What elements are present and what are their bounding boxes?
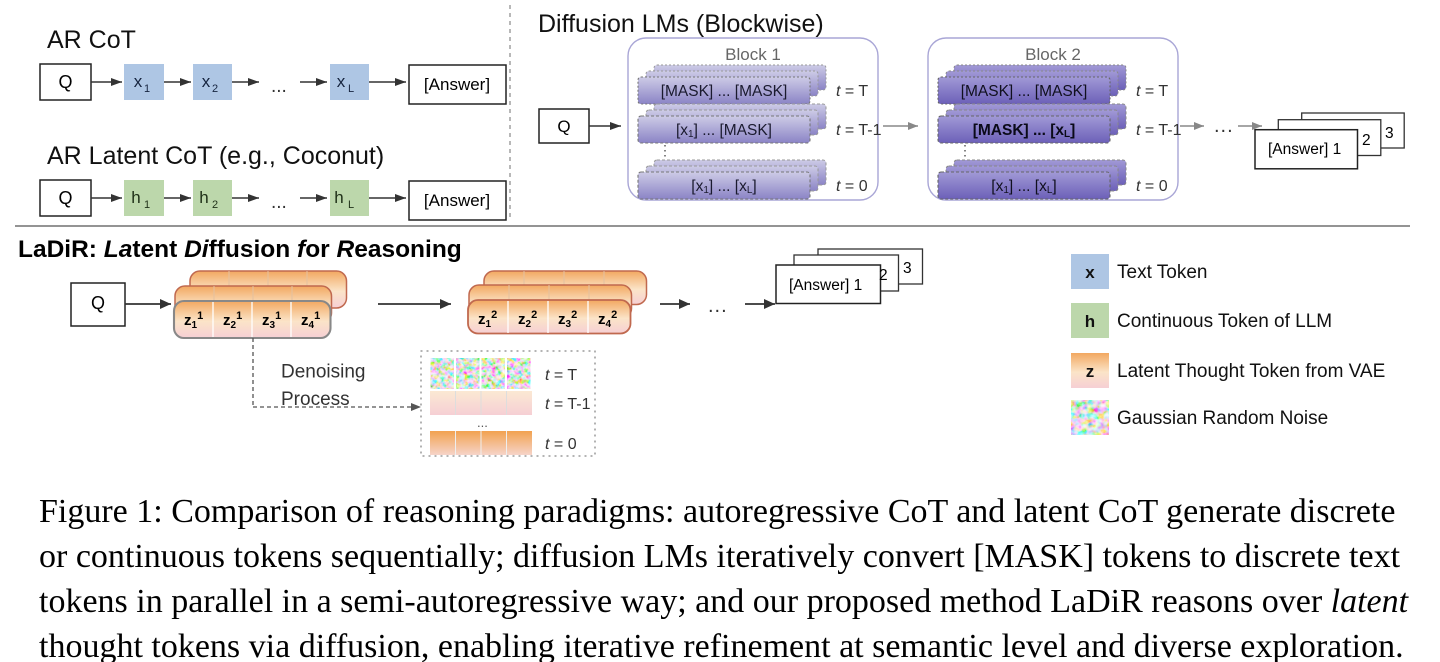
svg-text:Block 2: Block 2 xyxy=(1025,45,1081,64)
svg-text:L: L xyxy=(348,199,354,211)
svg-text:3: 3 xyxy=(1385,125,1394,142)
svg-text:2: 2 xyxy=(879,267,888,284)
svg-text:2: 2 xyxy=(212,83,218,95)
svg-text:x: x xyxy=(134,72,143,91)
svg-text:Gaussian Random Noise: Gaussian Random Noise xyxy=(1117,408,1328,429)
svg-text:AR CoT: AR CoT xyxy=(47,26,136,54)
svg-text:t = T: t = T xyxy=(1136,83,1168,100)
svg-text:...: ... xyxy=(271,76,287,97)
svg-text:3: 3 xyxy=(903,260,912,277)
svg-text:[Answer]: [Answer] xyxy=(424,191,490,210)
svg-text:t = T-1: t = T-1 xyxy=(1136,122,1182,139)
svg-text:Process: Process xyxy=(281,389,350,410)
svg-text:[Answer]: [Answer] xyxy=(424,75,490,94)
svg-text:x: x xyxy=(202,72,211,91)
svg-text:Text Token: Text Token xyxy=(1117,262,1207,283)
svg-text:t = T: t = T xyxy=(545,367,577,384)
svg-text:Q: Q xyxy=(58,72,72,92)
svg-text:t = T-1: t = T-1 xyxy=(545,396,591,413)
svg-text:Q: Q xyxy=(58,188,72,208)
svg-text:2: 2 xyxy=(212,199,218,211)
svg-text:Continuous Token of LLM: Continuous Token of LLM xyxy=(1117,311,1332,332)
svg-text:Q: Q xyxy=(557,117,570,136)
svg-text:LaDiR: Latent Diffusion for Re: LaDiR: Latent Diffusion for Reasoning xyxy=(18,238,462,263)
svg-text:Block 1: Block 1 xyxy=(725,45,781,64)
svg-text:h: h xyxy=(199,188,208,207)
svg-text:2: 2 xyxy=(1362,132,1371,149)
svg-text:[MASK] ... [MASK]: [MASK] ... [MASK] xyxy=(661,83,788,100)
svg-text:h: h xyxy=(131,188,140,207)
svg-text:⋮: ⋮ xyxy=(658,142,672,158)
svg-text:1: 1 xyxy=(144,83,150,95)
svg-text:⋮: ⋮ xyxy=(958,142,972,158)
svg-text:t = 0: t = 0 xyxy=(545,436,577,453)
svg-text:t = T: t = T xyxy=(836,83,868,100)
svg-text:Diffusion LMs (Blockwise): Diffusion LMs (Blockwise) xyxy=(538,10,824,38)
svg-text:t = T-1: t = T-1 xyxy=(836,122,882,139)
svg-text:h: h xyxy=(334,188,343,207)
svg-text:...: ... xyxy=(477,415,488,430)
svg-text:AR Latent CoT (e.g., Coconut): AR Latent CoT (e.g., Coconut) xyxy=(47,142,384,170)
svg-text:[Answer] 1: [Answer] 1 xyxy=(1268,141,1341,158)
svg-text:[MASK] ... [MASK]: [MASK] ... [MASK] xyxy=(961,83,1088,100)
svg-text:z: z xyxy=(1086,362,1095,381)
svg-text:L: L xyxy=(348,83,354,95)
svg-text:[Answer] 1: [Answer] 1 xyxy=(789,277,862,294)
svg-text:...: ... xyxy=(708,295,728,317)
svg-text:...: ... xyxy=(1214,115,1234,137)
svg-text:1: 1 xyxy=(144,199,150,211)
svg-text:Latent Thought Token from VAE: Latent Thought Token from VAE xyxy=(1117,361,1385,382)
svg-text:t = 0: t = 0 xyxy=(1136,178,1168,195)
svg-text:t = 0: t = 0 xyxy=(836,178,868,195)
svg-text:Q: Q xyxy=(91,293,105,313)
svg-text:Denoising: Denoising xyxy=(281,361,366,382)
svg-text:x: x xyxy=(1085,263,1095,282)
svg-text:x: x xyxy=(337,72,346,91)
svg-text:...: ... xyxy=(271,192,287,213)
svg-text:[MASK] ... [xL]: [MASK] ... [xL] xyxy=(973,122,1076,140)
svg-text:h: h xyxy=(1085,312,1095,331)
